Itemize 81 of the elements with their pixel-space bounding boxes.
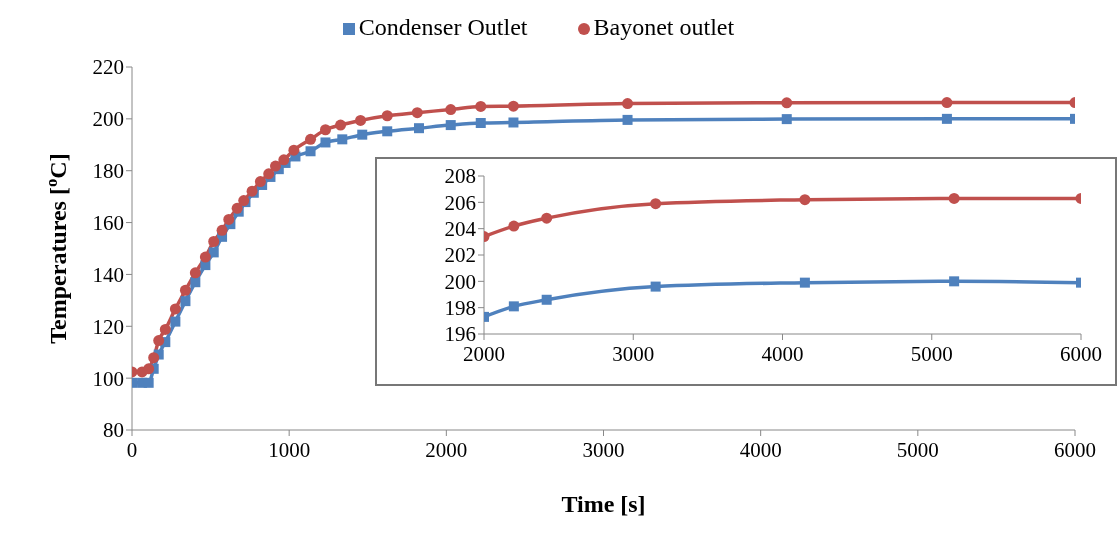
- x-tick-label: 1000: [268, 437, 311, 462]
- point: [180, 296, 191, 307]
- y-tick-label: 120: [92, 314, 124, 339]
- legend-label: Bayonet outlet: [593, 14, 735, 40]
- x-tick-label: 3000: [612, 341, 655, 366]
- point: [159, 323, 171, 335]
- point: [216, 224, 228, 236]
- point: [948, 192, 960, 204]
- x-axis-title: Time [s]: [561, 491, 646, 517]
- y-tick-label: 208: [444, 164, 476, 189]
- point: [223, 213, 235, 225]
- y-tick-label: 198: [444, 296, 476, 321]
- point: [208, 236, 220, 247]
- y-tick-label: 206: [444, 190, 476, 215]
- point: [382, 126, 393, 137]
- x-tick-label: 2000: [425, 437, 468, 462]
- y-tick-label: 180: [92, 159, 124, 184]
- point: [941, 113, 952, 124]
- y-tick-label: 200: [92, 107, 124, 132]
- point: [199, 251, 211, 263]
- point: [320, 137, 331, 148]
- point: [799, 194, 811, 206]
- x-tick-label: 0: [126, 437, 138, 462]
- point: [355, 114, 367, 126]
- x-tick-label: 4000: [761, 341, 804, 366]
- y-tick-label: 80: [103, 418, 124, 443]
- point: [650, 281, 661, 292]
- y-tick-label: 204: [444, 217, 477, 242]
- point: [319, 124, 331, 136]
- point: [335, 119, 347, 131]
- point: [411, 107, 423, 119]
- point: [208, 247, 219, 258]
- point: [507, 100, 519, 112]
- point: [305, 146, 316, 157]
- point: [413, 123, 424, 134]
- point: [949, 276, 960, 287]
- point: [508, 117, 519, 128]
- x-tick-label: 6000: [1054, 437, 1096, 462]
- point: [269, 160, 281, 172]
- point: [337, 134, 348, 145]
- x-tick-label: 3000: [582, 437, 625, 462]
- point: [475, 100, 487, 112]
- point: [541, 294, 552, 305]
- legend-label: Condenser Outlet: [358, 14, 528, 40]
- point: [170, 316, 181, 327]
- point: [153, 335, 165, 347]
- y-tick-label: 220: [92, 55, 124, 80]
- point: [475, 118, 486, 129]
- point: [445, 104, 457, 116]
- point: [799, 277, 810, 288]
- point: [508, 220, 520, 232]
- y-tick-label: 160: [92, 211, 124, 236]
- point: [781, 97, 793, 109]
- y-tick-label: 200: [444, 269, 476, 294]
- point: [179, 284, 191, 296]
- point: [357, 129, 368, 140]
- point: [305, 133, 317, 145]
- point: [169, 303, 181, 315]
- x-tick-label: 6000: [1060, 341, 1102, 366]
- point: [148, 352, 160, 364]
- point: [288, 144, 300, 156]
- point: [190, 277, 201, 288]
- x-tick-label: 5000: [896, 437, 939, 462]
- point: [381, 110, 393, 122]
- point: [143, 363, 155, 375]
- point: [622, 114, 633, 125]
- point: [143, 377, 154, 388]
- point: [231, 202, 243, 214]
- point: [781, 114, 792, 125]
- point: [189, 267, 201, 279]
- point: [541, 212, 553, 224]
- y-tick-label: 100: [92, 366, 124, 391]
- point: [941, 97, 953, 109]
- y-tick-label: 140: [92, 262, 124, 287]
- y-tick-label: 202: [444, 243, 476, 268]
- point: [650, 198, 662, 210]
- point: [622, 98, 634, 110]
- point: [508, 301, 519, 312]
- point: [445, 120, 456, 131]
- x-tick-label: 5000: [910, 341, 953, 366]
- x-tick-label: 4000: [739, 437, 782, 462]
